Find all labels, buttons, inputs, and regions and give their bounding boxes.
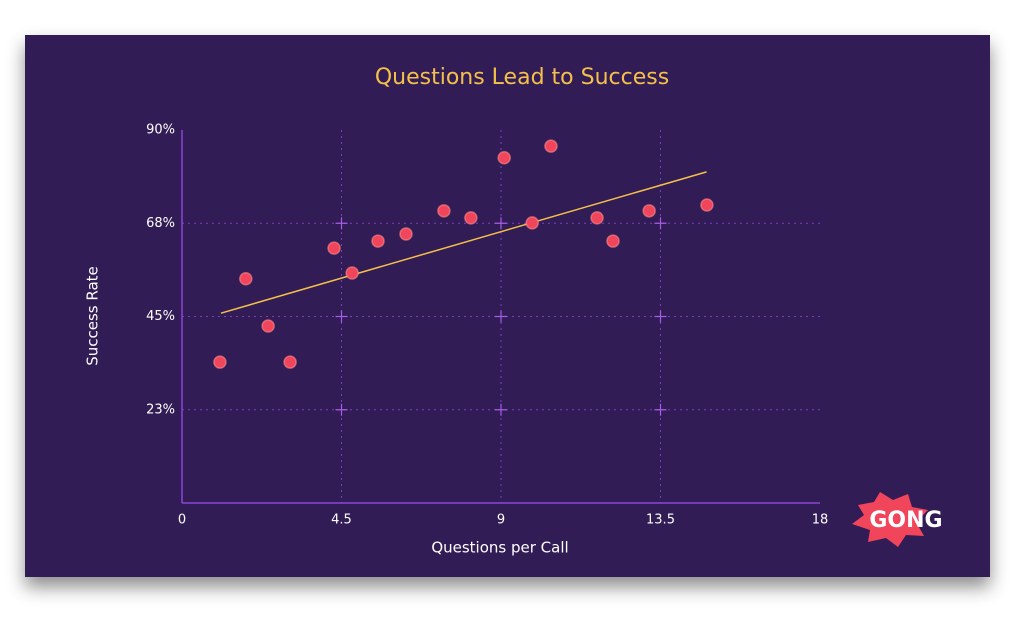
grid-cross xyxy=(654,310,667,323)
grid-cross xyxy=(654,217,667,230)
point xyxy=(213,355,227,369)
point xyxy=(399,227,413,241)
x-tick-label: 4.5 xyxy=(331,513,352,528)
point xyxy=(437,204,451,218)
grid-cross xyxy=(654,403,667,416)
point xyxy=(283,355,297,369)
point xyxy=(525,216,539,230)
point xyxy=(642,204,656,218)
x-axis-title: Questions per Call xyxy=(431,539,568,557)
y-tick-label: 45% xyxy=(146,309,175,324)
y-tick-label: 90% xyxy=(146,123,175,138)
y-tick-label: 68% xyxy=(146,216,175,231)
point xyxy=(261,319,275,333)
point xyxy=(327,241,341,255)
trendline xyxy=(220,171,707,314)
x-tick-label: 18 xyxy=(812,513,829,528)
point xyxy=(590,211,604,225)
x-tick-label: 0 xyxy=(178,513,186,528)
grid-cross xyxy=(495,217,507,230)
grid-cross xyxy=(495,310,507,323)
y-axis-title: Success Rate xyxy=(84,266,102,366)
x-tick-label: 9 xyxy=(497,513,505,528)
point xyxy=(345,266,359,280)
grid-cross xyxy=(335,310,348,323)
x-tick-label: 13.5 xyxy=(646,513,675,528)
point xyxy=(497,151,511,165)
panel xyxy=(25,35,990,577)
logo: GONG xyxy=(852,492,943,547)
chart-title: Questions Lead to Success xyxy=(375,65,669,90)
point xyxy=(606,234,620,248)
logo-text: GONG xyxy=(869,508,942,533)
grid-cross xyxy=(495,403,507,416)
y-tick-label: 23% xyxy=(146,402,175,417)
point xyxy=(239,272,253,286)
point xyxy=(700,198,714,212)
grid-cross xyxy=(335,217,348,230)
point xyxy=(464,211,478,225)
grid-cross xyxy=(335,403,348,416)
point xyxy=(544,139,558,153)
point xyxy=(371,234,385,248)
